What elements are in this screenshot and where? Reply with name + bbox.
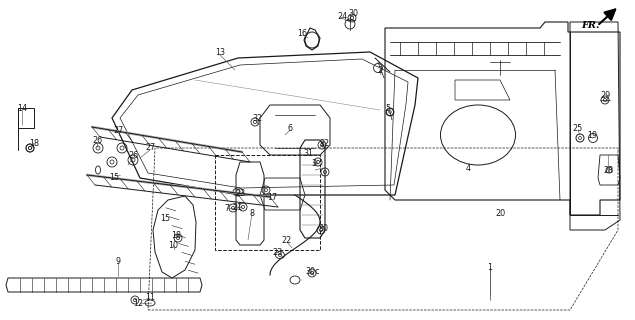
Text: 23: 23 — [235, 188, 245, 197]
Text: 21: 21 — [232, 203, 242, 212]
Text: 15: 15 — [160, 213, 170, 222]
Text: 6: 6 — [288, 124, 293, 132]
Text: 30: 30 — [348, 9, 358, 18]
Text: 17: 17 — [267, 193, 277, 202]
Text: 27: 27 — [145, 142, 155, 151]
Text: 29: 29 — [601, 91, 611, 100]
Text: 3: 3 — [312, 158, 316, 167]
Text: 18: 18 — [171, 230, 181, 239]
Text: 25: 25 — [573, 124, 583, 132]
Text: 13: 13 — [215, 47, 225, 57]
Text: 20: 20 — [495, 209, 505, 218]
Text: 26: 26 — [128, 150, 138, 159]
Text: 24: 24 — [337, 12, 347, 20]
Text: 15: 15 — [109, 172, 119, 181]
Text: 2: 2 — [377, 66, 382, 75]
Text: 27: 27 — [113, 125, 123, 134]
Text: 32: 32 — [319, 139, 329, 148]
Text: FR.: FR. — [581, 21, 599, 30]
Text: 5: 5 — [385, 103, 391, 113]
Text: 14: 14 — [17, 103, 27, 113]
Text: 8: 8 — [250, 209, 255, 218]
Text: 30: 30 — [318, 223, 328, 233]
Text: 9: 9 — [116, 258, 121, 267]
Text: 16: 16 — [297, 28, 307, 37]
Text: 10: 10 — [168, 241, 178, 250]
Text: 22: 22 — [282, 236, 292, 244]
Text: 1: 1 — [488, 263, 493, 273]
Text: 4: 4 — [465, 164, 471, 172]
Text: 11: 11 — [145, 293, 155, 302]
Text: 19: 19 — [587, 131, 597, 140]
Text: 32: 32 — [252, 114, 262, 123]
Text: 18: 18 — [29, 139, 39, 148]
Text: 7: 7 — [224, 204, 230, 212]
Text: 26: 26 — [92, 135, 102, 145]
Text: 23: 23 — [272, 247, 282, 257]
Text: 28: 28 — [603, 165, 613, 174]
Text: 12: 12 — [133, 300, 143, 308]
Text: 31: 31 — [303, 148, 313, 157]
Text: 30c: 30c — [305, 268, 320, 276]
